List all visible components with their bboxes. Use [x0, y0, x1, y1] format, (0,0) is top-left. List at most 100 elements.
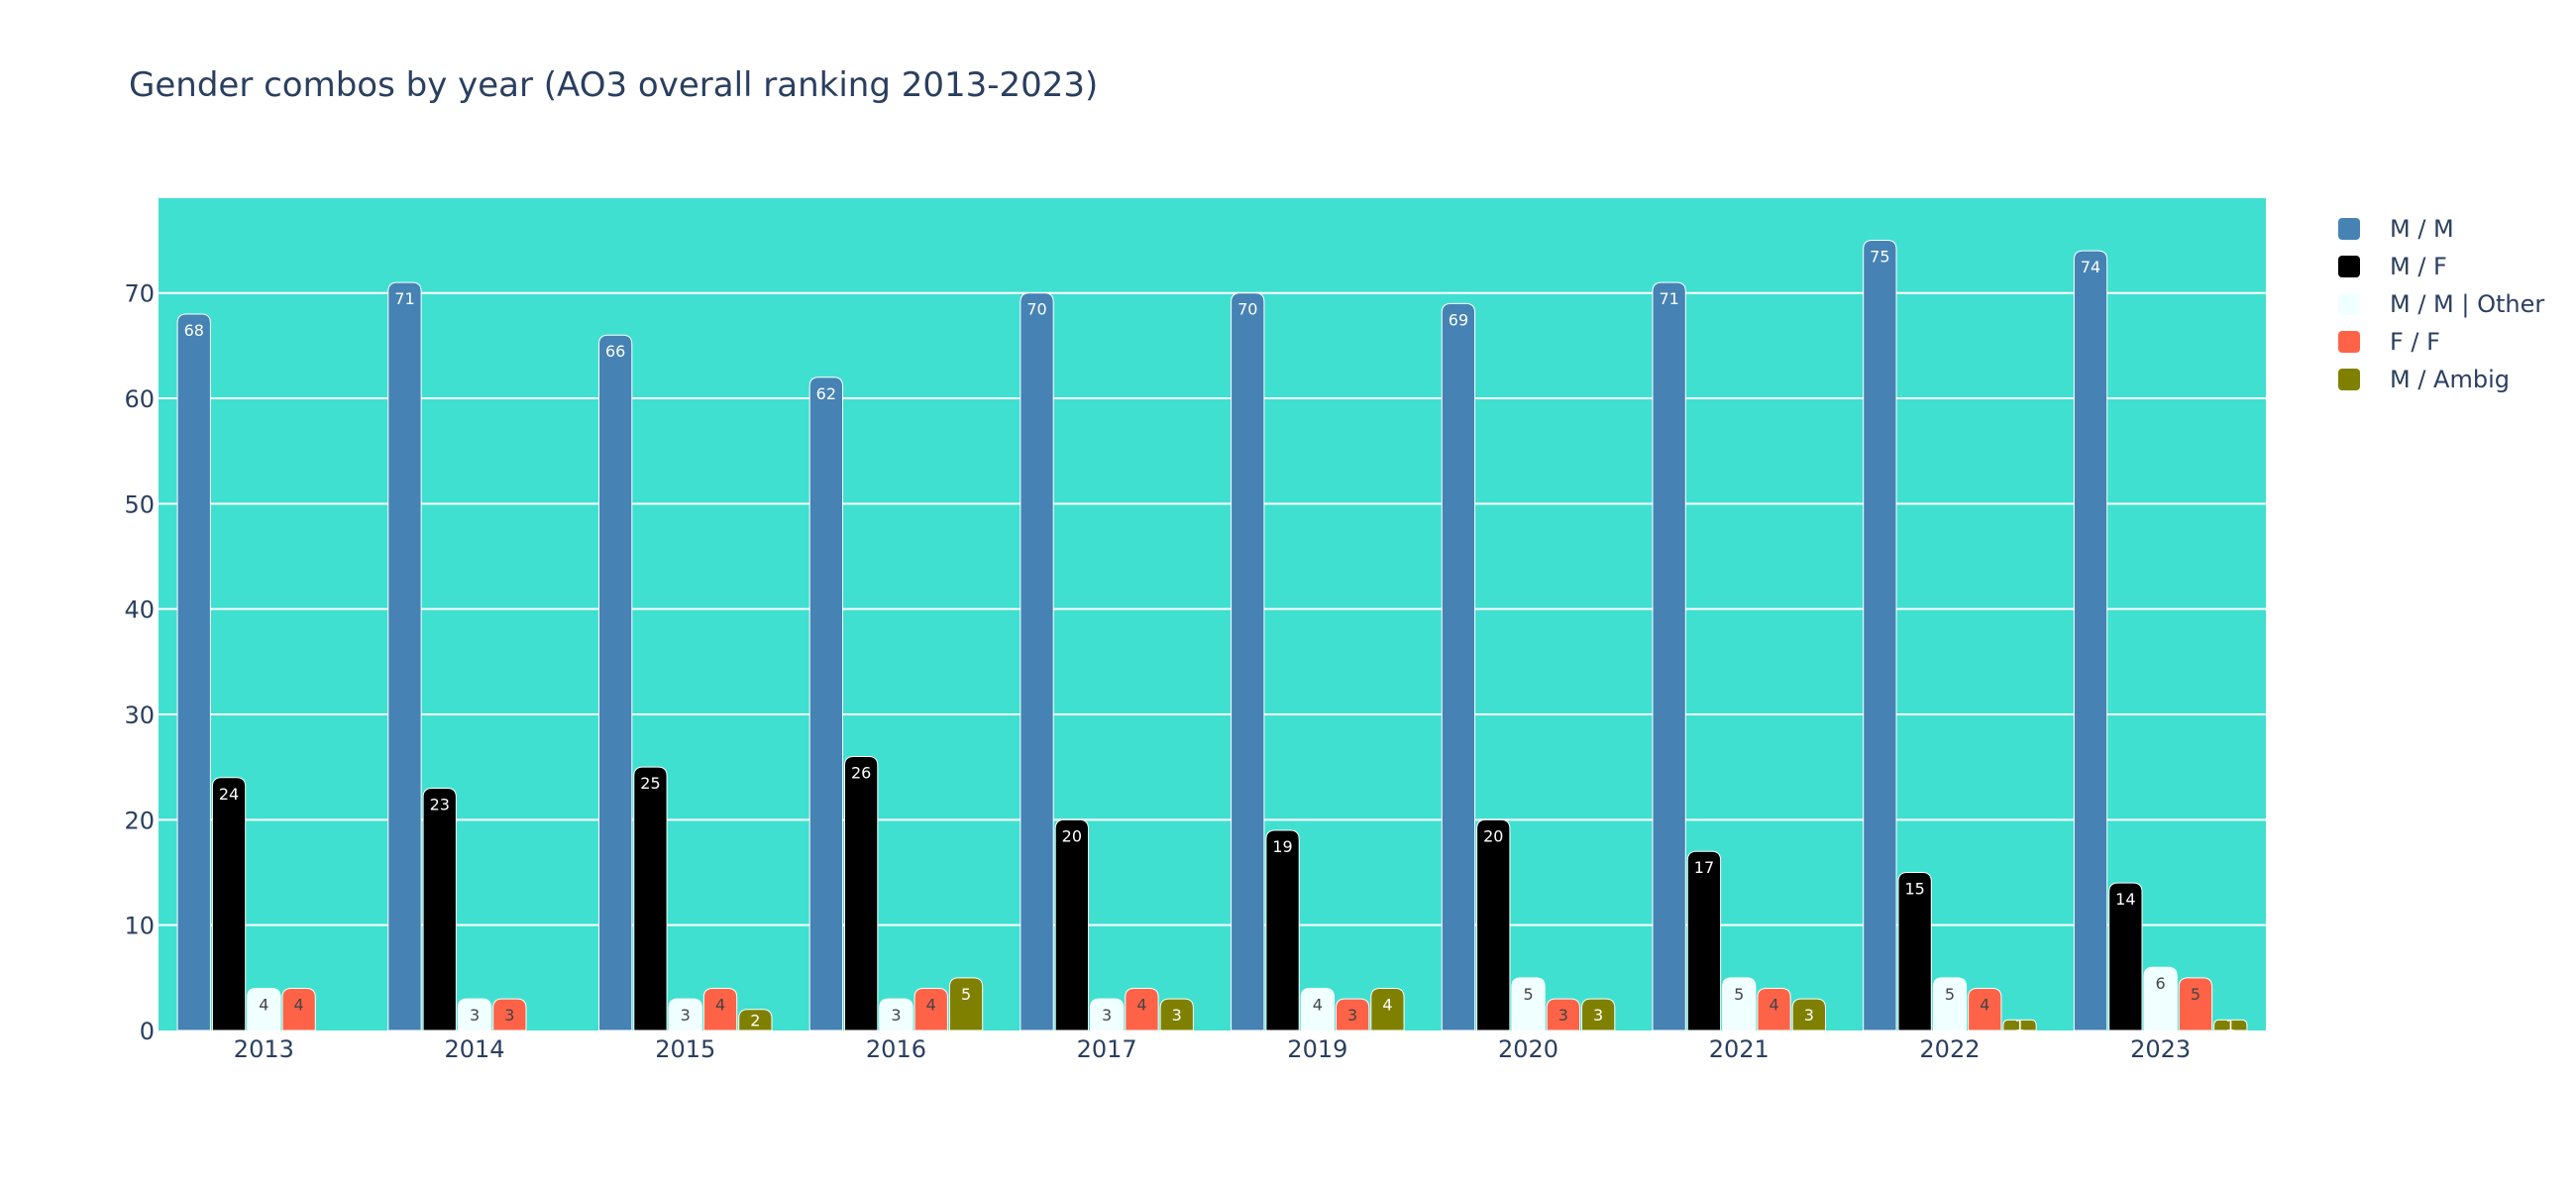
data-labels: 68 24 4 4 71 23 3 3 66 25 3 4 2 62 26 3 4 5 70 20 3 4 3 70 19 4 3 4… [184, 248, 2236, 1035]
bar-f-f-2019 [1336, 998, 1370, 1031]
bar-m-m-other-2013 [247, 987, 281, 1031]
bar-m-m-other-2023 [2143, 966, 2178, 1031]
data-label: 15 [1904, 880, 1924, 899]
legend-item[interactable]: M / F [2338, 248, 2544, 285]
legend-swatch [2338, 256, 2360, 277]
legend: M / M M / F M / M | Other F / F M / Ambig [2338, 210, 2544, 398]
bar-m-m-2022 [1863, 240, 1897, 1031]
data-label: 1 [2225, 1017, 2235, 1035]
bar-m-m-other-2021 [1722, 977, 1757, 1031]
y-tick-label: 60 [124, 385, 155, 413]
data-label: 20 [1483, 826, 1503, 845]
bar-m-f-2013 [211, 777, 247, 1031]
data-label: 4 [1769, 995, 1778, 1014]
bar-m-ambig-2021 [1791, 998, 1826, 1031]
bar-m-m-2019 [1231, 292, 1265, 1031]
bar-m-m-other-2019 [1300, 987, 1335, 1031]
data-label: 3 [504, 1006, 514, 1025]
y-tick-label: 40 [124, 596, 155, 624]
x-tick-label: 2017 [1077, 1035, 1137, 1063]
data-label: 4 [294, 995, 304, 1014]
bar-f-f-2015 [702, 987, 738, 1031]
data-label: 2 [750, 1011, 760, 1029]
legend-item[interactable]: M / M [2338, 210, 2544, 248]
legend-label: F / F [2390, 328, 2440, 356]
data-label: 5 [1945, 985, 1955, 1004]
data-label: 3 [1172, 1006, 1182, 1025]
data-label: 4 [1980, 995, 1989, 1014]
y-tick-label: 0 [140, 1018, 155, 1045]
x-tick-label: 2014 [445, 1035, 505, 1063]
data-label: 3 [470, 1006, 480, 1025]
legend-label: M / M [2390, 215, 2454, 243]
data-label: 4 [926, 995, 936, 1014]
bar-m-f-2023 [2108, 882, 2143, 1031]
data-label: 71 [394, 289, 414, 308]
bar-m-f-2022 [1897, 872, 1932, 1031]
legend-swatch [2338, 369, 2360, 390]
data-label: 70 [1237, 300, 1257, 319]
y-tick-label: 20 [124, 807, 155, 834]
bar-m-f-2017 [1054, 818, 1089, 1031]
bar-f-f-2014 [492, 998, 527, 1031]
data-label: 19 [1272, 837, 1292, 856]
bar-m-f-2019 [1265, 829, 1300, 1031]
bar-m-m-2013 [176, 313, 211, 1031]
x-tick-label: 2023 [2130, 1035, 2191, 1063]
x-tick-label: 2019 [1287, 1035, 1347, 1063]
bar-m-m-2014 [387, 281, 422, 1031]
data-label: 74 [2081, 258, 2100, 276]
data-label: 5 [1523, 985, 1533, 1004]
bar-m-f-2016 [844, 756, 879, 1031]
y-tick-label: 30 [124, 702, 155, 729]
data-label: 71 [1659, 289, 1678, 308]
data-label: 5 [1734, 985, 1744, 1004]
data-label: 17 [1694, 858, 1714, 877]
y-tick-label: 10 [124, 913, 155, 940]
data-label: 26 [851, 764, 871, 783]
bar-m-ambig-2016 [948, 977, 984, 1031]
legend-item[interactable]: F / F [2338, 323, 2544, 361]
legend-item[interactable]: M / Ambig [2338, 361, 2544, 398]
plot-background [159, 198, 2266, 1030]
data-label: 68 [184, 321, 204, 340]
legend-item[interactable]: M / M | Other [2338, 285, 2544, 323]
data-label: 70 [1026, 300, 1046, 319]
x-tick-label: 2016 [866, 1035, 926, 1063]
data-label: 14 [2115, 890, 2135, 909]
x-tick-label: 2020 [1498, 1035, 1558, 1063]
data-label: 4 [1382, 995, 1392, 1014]
data-label: 1 [2014, 1017, 2024, 1035]
bar-m-ambig-2020 [1581, 998, 1616, 1031]
bar-m-m-2023 [2073, 250, 2108, 1031]
x-tick-label: 2022 [1919, 1035, 1980, 1063]
bars [176, 240, 2248, 1031]
gridlines [159, 291, 2266, 926]
data-label: 62 [816, 384, 836, 403]
legend-label: M / F [2390, 253, 2447, 280]
bar-f-f-2013 [281, 987, 316, 1031]
bar-f-f-2017 [1125, 987, 1159, 1031]
x-tick-label: 2015 [655, 1035, 715, 1063]
data-label: 66 [605, 342, 625, 361]
x-axis-ticks: 2013 2014 2015 2016 2017 2019 2020 2021 2022 2023 [234, 1035, 2191, 1063]
legend-label: M / M | Other [2390, 290, 2545, 318]
bar-m-ambig-2022 [2002, 1019, 2037, 1031]
data-label: 4 [1136, 995, 1146, 1014]
data-label: 3 [1804, 1006, 1814, 1025]
data-label: 69 [1449, 310, 1468, 329]
data-label: 3 [1347, 1006, 1357, 1025]
x-tick-label: 2013 [234, 1035, 294, 1063]
y-tick-label: 70 [124, 280, 155, 308]
data-label: 4 [259, 995, 268, 1014]
data-label: 3 [891, 1006, 901, 1025]
data-label: 5 [2191, 985, 2200, 1004]
bar-m-ambig-2019 [1370, 987, 1405, 1031]
bar-m-m-2021 [1652, 281, 1686, 1031]
bar-m-m-2017 [1020, 292, 1054, 1031]
data-label: 4 [715, 995, 725, 1014]
data-label: 5 [961, 985, 971, 1004]
bar-f-f-2021 [1757, 987, 1791, 1031]
data-label: 23 [430, 795, 450, 813]
